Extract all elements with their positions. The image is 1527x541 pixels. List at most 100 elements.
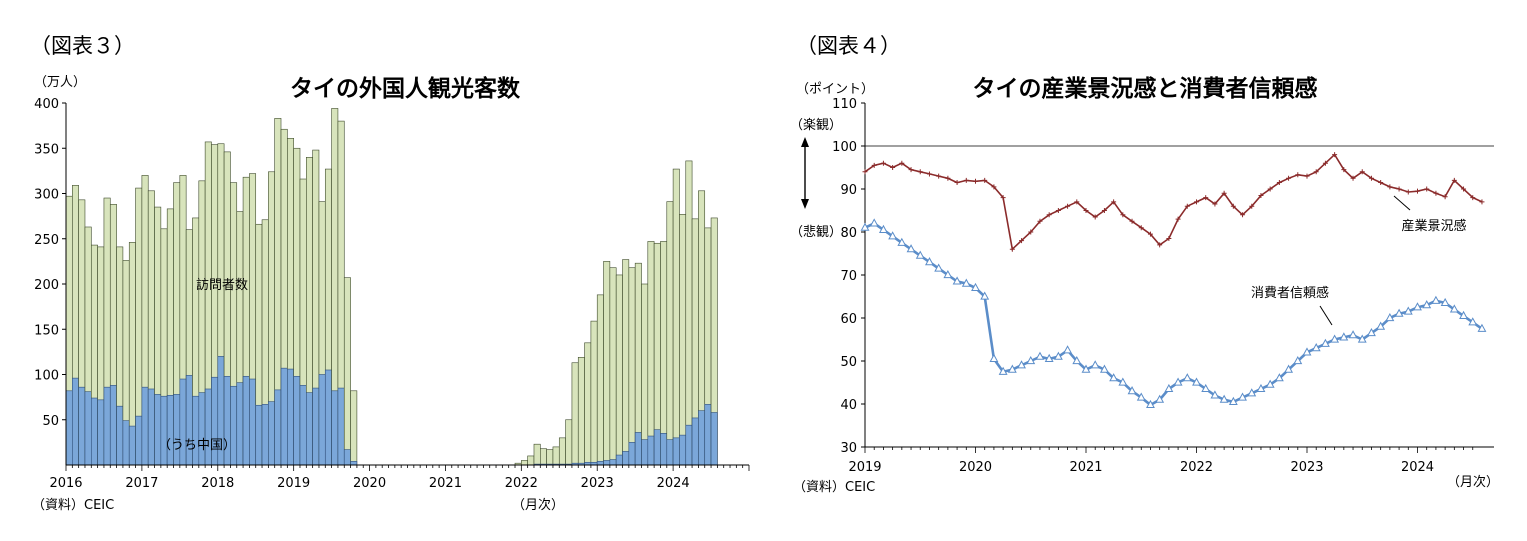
- right-y-tick-label: 100: [832, 140, 857, 155]
- bar-china: [666, 439, 674, 466]
- bar-china: [280, 367, 288, 466]
- bar-china: [691, 417, 699, 466]
- point-consumer: [1201, 383, 1211, 393]
- right-y-tick-label: 60: [840, 312, 857, 327]
- point-business: [1166, 235, 1172, 241]
- bar-china: [72, 377, 79, 466]
- bar-visitors: [546, 449, 554, 466]
- point-business: [1055, 208, 1061, 213]
- right-y-tick-label: 70: [840, 269, 857, 284]
- point-business: [926, 171, 932, 177]
- point-business: [1101, 208, 1107, 213]
- bar-visitors: [596, 294, 604, 466]
- point-business: [1120, 212, 1126, 218]
- point-business: [1009, 246, 1015, 252]
- right-x-tick-label: 2021: [1069, 460, 1102, 475]
- bar-china: [173, 394, 181, 466]
- bar-china: [97, 399, 105, 466]
- point-business: [1037, 218, 1043, 224]
- point-business: [1350, 175, 1356, 181]
- point-consumer: [1099, 364, 1109, 373]
- point-business: [1286, 175, 1292, 181]
- point-consumer: [1063, 345, 1073, 354]
- bar-visitors: [565, 419, 573, 466]
- point-business: [1451, 177, 1457, 183]
- point-business: [1230, 203, 1236, 209]
- bar-china: [198, 392, 206, 466]
- point-consumer: [1228, 396, 1238, 405]
- point-business: [1387, 184, 1393, 190]
- bar-visitors: [679, 214, 687, 466]
- left-x-tick-label: 2016: [49, 476, 82, 491]
- bar-visitors: [584, 342, 592, 466]
- point-business: [1074, 199, 1080, 205]
- bar-visitors: [622, 259, 630, 466]
- point-consumer: [1394, 308, 1404, 317]
- bar-china: [204, 388, 212, 466]
- right-x-tick-label: 2022: [1180, 460, 1213, 475]
- point-consumer: [1330, 334, 1340, 343]
- point-consumer: [1136, 392, 1146, 401]
- point-business: [1341, 167, 1347, 173]
- bar-visitors: [343, 277, 351, 466]
- right-figure-label: （図表４）: [796, 34, 901, 58]
- left-y-tick-label: 350: [34, 142, 59, 157]
- bar-china: [312, 387, 320, 466]
- point-consumer: [1238, 392, 1247, 401]
- bar-china: [109, 385, 117, 466]
- arrow-up-icon: [801, 137, 809, 147]
- bar-visitors: [641, 283, 649, 466]
- point-consumer: [1090, 360, 1100, 369]
- point-business: [1240, 212, 1246, 218]
- optimism-arrow: [801, 137, 809, 209]
- point-business: [1221, 190, 1227, 196]
- point-consumer: [1072, 355, 1082, 365]
- bar-china: [641, 439, 649, 466]
- bar-china: [615, 454, 623, 466]
- bar-visitors: [685, 160, 693, 466]
- bar-china: [160, 395, 168, 466]
- bar-china: [84, 391, 92, 466]
- bar-china: [660, 433, 668, 466]
- point-consumer: [943, 269, 953, 279]
- bar-china: [274, 389, 282, 466]
- bar-china: [255, 404, 263, 466]
- point-consumer: [1035, 351, 1045, 360]
- point-consumer: [925, 257, 934, 266]
- point-consumer: [1293, 355, 1303, 365]
- left-y-tick-label: 150: [34, 323, 59, 338]
- point-business: [973, 178, 978, 184]
- arrow-down-icon: [801, 199, 809, 209]
- point-consumer: [1265, 379, 1275, 388]
- bar-visitors: [558, 437, 566, 466]
- point-business: [1322, 160, 1328, 166]
- bar-visitors: [577, 357, 585, 466]
- right-y-tick-label: 90: [840, 183, 857, 198]
- point-business: [1203, 195, 1209, 201]
- right-x-tick-label: 2020: [959, 460, 992, 475]
- left-x-tick-label: 2023: [581, 476, 614, 491]
- bar-visitors: [540, 448, 547, 466]
- bar-visitors: [552, 446, 560, 466]
- point-consumer: [1053, 351, 1063, 360]
- point-consumer: [1007, 364, 1017, 373]
- left-y-tick-label: 250: [34, 233, 59, 248]
- point-consumer: [1348, 330, 1358, 339]
- right-source-note: （資料）CEIC: [793, 480, 875, 495]
- point-business: [1304, 173, 1310, 179]
- point-consumer: [1164, 383, 1174, 393]
- left-y-axis-unit: （万人）: [34, 75, 86, 90]
- point-consumer: [961, 278, 971, 287]
- point-consumer: [897, 237, 907, 246]
- right-month-label: （月次）: [1447, 474, 1499, 490]
- bar-china: [609, 459, 617, 466]
- point-business: [1147, 231, 1153, 237]
- series-line-business: [864, 153, 1483, 251]
- point-consumer: [1219, 394, 1229, 403]
- point-business: [1092, 214, 1098, 220]
- bar-china: [710, 412, 718, 466]
- bar-visitors: [628, 267, 636, 466]
- business-pointer-line: [1393, 195, 1411, 211]
- bar-china: [91, 397, 98, 466]
- point-business: [1405, 189, 1411, 195]
